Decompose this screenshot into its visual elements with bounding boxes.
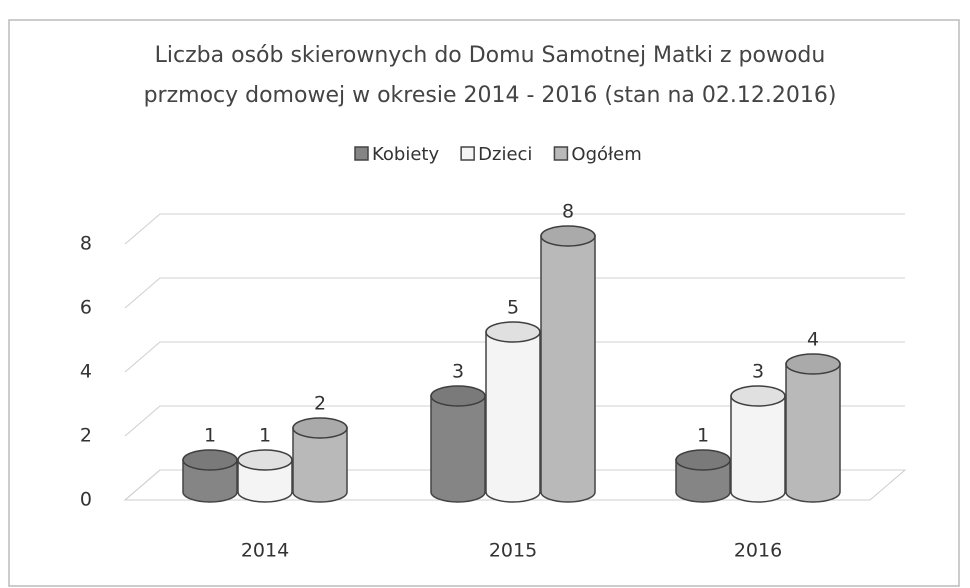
cylinder-top: [485, 321, 541, 343]
cylinder-body: [430, 395, 486, 503]
x-tick-label: 2014: [241, 540, 289, 562]
chart-title: Liczba osób skierownych do Domu Samotnej…: [155, 43, 826, 68]
data-label: 8: [562, 201, 574, 223]
cylinder-body: [182, 459, 238, 503]
bar: [675, 449, 731, 503]
x-tick-label: 2015: [489, 540, 537, 562]
bar: [237, 449, 293, 503]
y-tick-label: 0: [80, 489, 92, 511]
data-label: 3: [452, 361, 464, 383]
data-label: 1: [259, 425, 271, 447]
cylinder-body: [785, 363, 841, 503]
cylinder-body: [675, 459, 731, 503]
x-tick-label: 2016: [734, 540, 782, 562]
y-tick-label: 2: [80, 425, 92, 447]
bar: [182, 449, 238, 503]
legend-label: Ogółem: [571, 144, 641, 165]
data-label: 1: [204, 425, 216, 447]
y-tick-label: 6: [80, 297, 92, 319]
grid-line: [124, 213, 905, 245]
grid-line: [124, 277, 905, 309]
y-tick-label: 4: [80, 361, 92, 383]
bar: [540, 225, 596, 503]
cylinder-top: [182, 449, 238, 471]
data-label: 4: [807, 329, 819, 351]
cylinder-top: [292, 417, 348, 439]
bar: [485, 321, 541, 503]
cylinder-top: [540, 225, 596, 247]
cylinder-top: [675, 449, 731, 471]
chart-title: przmocy domowej w okresie 2014 - 2016 (s…: [144, 83, 837, 108]
data-label: 2: [314, 393, 326, 415]
cylinder-top: [430, 385, 486, 407]
legend-swatch: [354, 146, 369, 161]
cylinder-body: [485, 331, 541, 503]
data-label: 3: [752, 361, 764, 383]
y-tick-label: 8: [80, 233, 92, 255]
bar: [430, 385, 486, 503]
bar: [292, 417, 348, 503]
cylinder-top: [237, 449, 293, 471]
legend-swatch: [553, 146, 569, 161]
bar: [730, 385, 786, 503]
bar: [785, 353, 841, 503]
cylinder-body: [292, 427, 348, 503]
grid-line: [124, 405, 905, 437]
cylinder-top: [730, 385, 786, 407]
data-label: 1: [697, 425, 709, 447]
legend-swatch: [460, 146, 475, 161]
data-label: 5: [507, 297, 519, 319]
cylinder-body: [237, 459, 293, 503]
cylinder-top: [785, 353, 841, 375]
cylinder-body: [730, 395, 786, 503]
grid-line: [124, 469, 905, 501]
grid-line: [124, 341, 905, 373]
legend-label: Kobiety: [372, 144, 439, 165]
cylinder-body: [540, 235, 596, 503]
legend-label: Dzieci: [478, 144, 532, 165]
